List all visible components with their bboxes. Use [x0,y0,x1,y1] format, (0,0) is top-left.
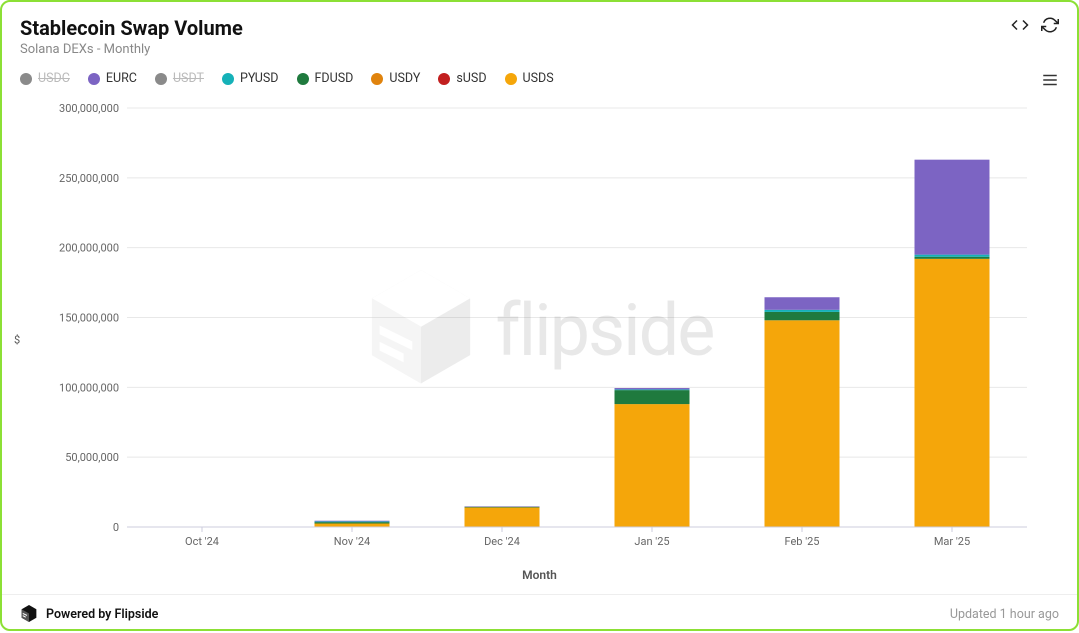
powered-by-label: Powered by Flipside [46,607,158,622]
header-actions [1011,16,1059,38]
bar-segment[interactable] [915,257,990,259]
legend-label: sUSD [456,71,486,86]
legend-label: EURC [106,71,137,86]
refresh-icon[interactable] [1041,16,1059,38]
updated-label: Updated 1 hour ago [950,607,1059,622]
svg-text:50,000,000: 50,000,000 [65,451,119,464]
svg-text:Oct '24: Oct '24 [185,535,219,548]
bar-segment[interactable] [465,507,540,527]
bar-segment[interactable] [615,404,690,527]
svg-text:Feb '25: Feb '25 [785,535,820,548]
legend-item-usdy[interactable]: USDY [371,71,420,86]
svg-text:Nov '24: Nov '24 [334,535,370,548]
svg-text:150,000,000: 150,000,000 [59,312,119,325]
svg-text:300,000,000: 300,000,000 [59,102,119,115]
x-axis-title: Month [522,568,557,582]
legend-label: FDUSD [315,71,354,86]
bar-segment[interactable] [315,524,390,527]
code-icon[interactable] [1011,16,1029,38]
flipside-logo-icon [20,605,38,623]
svg-text:200,000,000: 200,000,000 [59,242,119,255]
bar-segment[interactable] [615,390,690,404]
svg-text:100,000,000: 100,000,000 [59,381,119,394]
bar-segment[interactable] [915,259,990,527]
chart-svg: 0 50,000,000 100,000,000 150,000,000 200,000… [32,96,1047,584]
bar-segment[interactable] [765,312,840,320]
bar-segment[interactable] [765,320,840,527]
bar-segment[interactable] [915,255,990,257]
legend-swatch [505,73,517,85]
legend-label: USDC [38,71,70,86]
footer-left[interactable]: Powered by Flipside [20,605,158,623]
footer: Powered by Flipside Updated 1 hour ago [2,594,1077,633]
legend-swatch [297,73,309,85]
legend-item-usdc[interactable]: USDC [20,71,70,86]
bar-segment[interactable] [315,522,390,523]
legend-label: USDT [173,71,204,86]
bar-segment[interactable] [465,507,540,508]
legend-label: PYUSD [240,71,279,86]
legend-swatch [155,73,167,85]
legend-label: USDS [523,71,554,86]
bar-segment[interactable] [765,310,840,312]
header: Stablecoin Swap Volume Solana DEXs - Mon… [2,2,1077,65]
bar-segment[interactable] [765,297,840,310]
svg-text:Dec '24: Dec '24 [484,535,520,548]
legend-item-fdusd[interactable]: FDUSD [297,71,354,86]
chart-title: Stablecoin Swap Volume [20,16,243,40]
legend-swatch [371,73,383,85]
bar-segment[interactable] [615,388,690,389]
chart-card: Stablecoin Swap Volume Solana DEXs - Mon… [0,0,1079,631]
legend-item-pyusd[interactable]: PYUSD [222,71,279,86]
svg-text:Mar '25: Mar '25 [934,535,970,548]
header-titles: Stablecoin Swap Volume Solana DEXs - Mon… [20,16,243,57]
y-axis-title: $ [14,334,20,347]
bar-segment[interactable] [315,521,390,522]
bar-segment[interactable] [915,160,990,255]
svg-text:Jan '25: Jan '25 [634,535,669,548]
legend-item-usdt[interactable]: USDT [155,71,204,86]
legend-swatch [438,73,450,85]
legend-item-susd[interactable]: sUSD [438,71,486,86]
chart-area: flipside 050,000,000100,000,000150,000,0… [32,96,1047,584]
bar-segment[interactable] [315,521,390,522]
chart-menu-icon[interactable] [1041,71,1059,93]
chart-subtitle: Solana DEXs - Monthly [20,42,243,57]
legend-item-eurc[interactable]: EURC [88,71,137,86]
legend-label: USDY [389,71,420,86]
legend-swatch [222,73,234,85]
legend: USDC EURC USDT PYUSD FDUSD USDY sUSD USDS [2,65,1077,96]
legend-swatch [88,73,100,85]
legend-swatch [20,73,32,85]
svg-text:0: 0 [113,521,119,534]
svg-text:250,000,000: 250,000,000 [59,172,119,185]
bar-segment[interactable] [615,389,690,390]
legend-item-usds[interactable]: USDS [505,71,554,86]
